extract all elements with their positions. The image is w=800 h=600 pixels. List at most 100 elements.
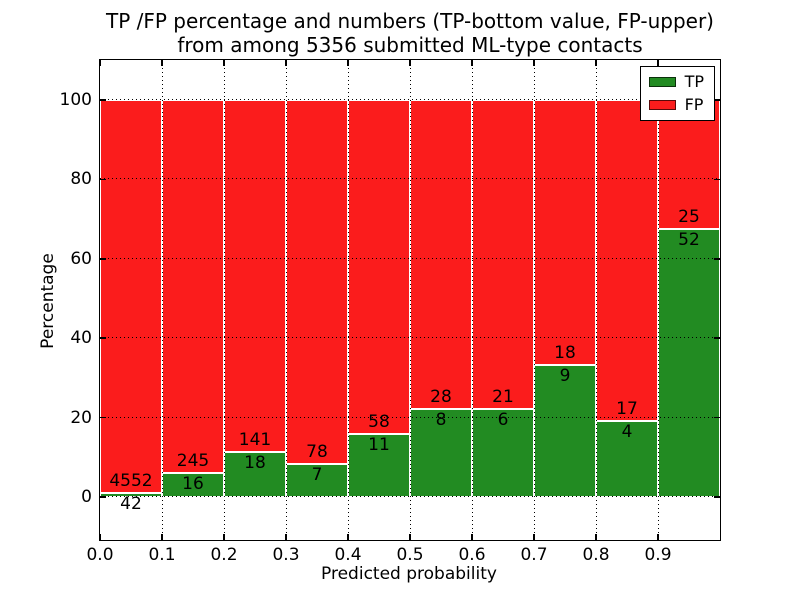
tp-count-label: 11 [368,434,390,455]
x-tick-label: 0.5 [396,545,424,565]
tp-count-label: 18 [244,453,266,474]
x-tick-mark [99,60,101,66]
x-tick-label: 0.2 [210,545,238,565]
fp-count-label: 18 [554,342,576,363]
fp-count-label: 4552 [109,471,153,492]
tp-color-swatch [648,77,676,87]
x-tick-mark [347,60,349,66]
y-tick-label: 20 [70,407,92,428]
y-tick-label: 0 [81,487,92,507]
tp-count-label: 6 [497,409,509,430]
y-tick-mark [714,258,720,260]
tp-count-label: 7 [311,465,323,486]
v-gridline [409,60,411,540]
y-tick-mark [714,496,720,498]
fp-color-swatch [648,100,676,110]
bar-segment-fp [224,100,286,453]
x-tick-mark [595,60,597,66]
x-tick-mark [533,60,535,66]
tp-count-label: 52 [678,229,700,250]
x-tick-mark [347,534,349,540]
tp-count-label: 4 [621,422,633,443]
y-tick-mark [714,416,720,419]
y-tick-label: 60 [70,248,92,269]
v-gridline [347,60,349,540]
bar-segment-fp [348,100,410,434]
bar-segment-tp [348,433,410,497]
x-tick-mark [161,60,163,66]
fp-count-label: 21 [492,386,514,407]
h-gridline [100,257,720,259]
y-axis-label: Percentage [38,253,58,349]
x-tick-label: 0.0 [86,545,114,565]
legend-label-fp: FP [684,95,704,114]
bar-segment-fp [286,100,348,465]
fp-count-label: 17 [616,399,638,420]
bar-segment-fp [472,100,534,409]
plot-area: 4552 42 245 16 141 18 78 7 58 11 28 8 21 6 18 9 17 4 25 52 … [99,59,721,541]
x-tick-label: 0.3 [272,545,300,565]
legend-label-tp: TP [684,72,704,91]
tp-count-label: 9 [559,365,571,386]
x-tick-mark [533,534,535,540]
bar-segment-tp [472,408,534,497]
bar-segment-tp [286,464,348,497]
tp-count-label: 8 [435,409,447,430]
x-tick-mark [471,60,473,66]
h-gridline [100,496,720,497]
x-tick-mark [409,534,411,540]
bar-segment-fp [658,100,720,229]
legend-entry-fp: FP [648,95,704,114]
chart-title-line1: TP /FP percentage and numbers (TP-bottom… [106,9,714,33]
x-tick-mark [223,534,225,540]
x-tick-label: 0.1 [148,545,176,565]
y-tick-mark [100,99,106,101]
y-tick-label: 80 [70,169,92,190]
bar-segment-tp [534,364,596,497]
y-tick-label: 40 [70,328,92,349]
v-gridline [595,60,597,540]
fp-count-label: 58 [368,411,390,432]
x-tick-mark [285,534,287,540]
x-tick-mark [657,534,659,540]
x-tick-label: 0.8 [582,545,610,565]
bar-segment-fp [100,100,162,494]
bar-labels-layer: 4552 42 245 16 141 18 78 7 58 11 28 8 21 6 18 9 17 4 25 52 [100,60,720,540]
h-gridline [100,99,720,100]
v-gridline [471,60,473,540]
x-tick-mark [99,534,101,540]
x-tick-label: 0.9 [644,545,672,565]
y-tick-mark [100,258,106,260]
y-tick-mark [714,99,720,101]
x-tick-label: 0.6 [458,545,486,565]
bar-segment-tp [658,228,720,497]
ticks-layer [99,60,720,540]
y-tick-label: 100 [59,90,92,110]
x-tick-label: 0.4 [334,545,362,565]
x-tick-mark [471,534,473,540]
bar-segment-fp [534,100,596,365]
y-tick-mark [714,178,720,181]
grid-layer [100,60,720,540]
chart-title: TP /FP percentage and numbers (TP-bottom… [20,9,800,57]
x-tick-mark [657,60,659,66]
chart-title-line2: from among 5356 submitted ML-type contac… [177,33,643,57]
fp-count-label: 245 [176,450,210,471]
x-tick-mark [285,60,287,66]
x-tick-label: 0.7 [520,545,548,565]
fp-count-label: 25 [678,206,700,227]
v-gridline [285,60,287,540]
v-gridline [161,60,163,540]
x-axis-label: Predicted probability [321,564,497,584]
v-gridline [657,60,659,540]
fp-count-label: 141 [238,430,272,451]
y-tick-mark [100,496,106,498]
y-tick-mark [714,337,720,339]
legend: TP FP [639,66,715,121]
legend-entry-tp: TP [648,72,704,91]
bar-segment-fp [596,100,658,422]
h-gridline [100,337,720,339]
bar-segment-fp [410,100,472,409]
x-tick-mark [595,534,597,540]
x-tick-mark [161,534,163,540]
